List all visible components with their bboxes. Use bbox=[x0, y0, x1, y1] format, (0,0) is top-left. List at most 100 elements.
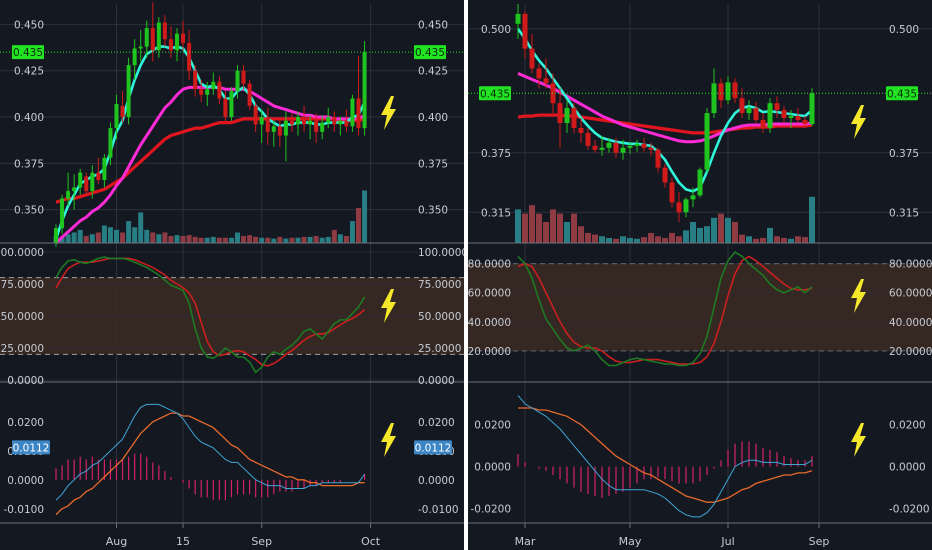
left-last-price-box-left bbox=[12, 45, 44, 60]
left-stoch-tick-label-left: 25.0000 bbox=[1, 343, 44, 355]
right-stoch-tick-label-left: 40.0000 bbox=[468, 317, 511, 329]
right-volume-bar bbox=[550, 209, 556, 243]
left-price-tick-label-left: 0.375 bbox=[14, 158, 44, 170]
right-volume-bar bbox=[536, 213, 542, 243]
left-volume-bar bbox=[114, 229, 119, 243]
left-candle-body bbox=[175, 33, 179, 51]
right-volume-bar bbox=[809, 196, 815, 243]
left-candle-body bbox=[126, 65, 131, 118]
right-candle-body bbox=[536, 68, 542, 79]
right-volume-bar bbox=[683, 230, 689, 243]
left-volume-bar bbox=[168, 236, 174, 243]
left-volume-bar bbox=[204, 237, 210, 243]
right-volume-bar bbox=[578, 226, 584, 243]
left-volume-bar bbox=[265, 237, 271, 243]
left-volume-bar bbox=[59, 237, 65, 243]
left-candle-body bbox=[156, 22, 161, 51]
left-volume-bar bbox=[277, 236, 283, 243]
right-volume-bar bbox=[606, 237, 612, 243]
lightning-icon bbox=[381, 96, 396, 130]
right-candle-body bbox=[683, 199, 689, 213]
left-volume-bar bbox=[241, 236, 247, 243]
right-candle-body bbox=[690, 195, 696, 200]
left-candle-body bbox=[90, 172, 95, 192]
right-macd-signal-line bbox=[518, 407, 813, 503]
left-volume-bar bbox=[222, 237, 228, 243]
left-volume-bar bbox=[120, 232, 126, 243]
right-candle-body bbox=[655, 149, 661, 168]
left-stoch-tick-label-left: 50.0000 bbox=[1, 311, 44, 323]
right-candle-body bbox=[802, 120, 808, 124]
left-volume-bar bbox=[132, 227, 138, 243]
lightning-icon bbox=[381, 423, 396, 457]
right-volume-bar bbox=[753, 238, 759, 243]
left-last-price-label-left: 0.435 bbox=[13, 47, 43, 59]
left-volume-bar bbox=[247, 235, 253, 243]
left-candle-body bbox=[223, 98, 228, 118]
left-macd-value-label-right: 0.0112 bbox=[415, 442, 452, 454]
left-candle-body bbox=[247, 83, 252, 106]
left-candle-body bbox=[205, 89, 210, 95]
left-candle-body bbox=[150, 28, 155, 51]
left-candle-body bbox=[302, 117, 307, 125]
left-volume-bar bbox=[362, 190, 368, 243]
right-volume-bar bbox=[781, 237, 787, 243]
left-time-tick-label: Sep bbox=[251, 535, 272, 548]
left-candle-body bbox=[54, 228, 58, 243]
left-candle-body bbox=[241, 70, 246, 84]
right-ema-fast-line bbox=[516, 28, 813, 193]
right-volume-bar bbox=[739, 234, 745, 243]
left-candle-body bbox=[320, 122, 325, 132]
left-macd-tick-label-left: -0.0100 bbox=[3, 504, 44, 516]
left-volume-bar bbox=[307, 236, 313, 243]
right-volume-bar bbox=[732, 222, 738, 243]
right-volume-bar bbox=[613, 238, 619, 243]
right-price-tick-label-left: 0.375 bbox=[481, 148, 511, 160]
left-last-price-box-right bbox=[414, 45, 446, 60]
right-candle-body bbox=[774, 103, 780, 111]
left-macd-value-label-left: 0.0112 bbox=[13, 442, 50, 454]
left-volume-bar bbox=[253, 236, 259, 243]
left-volume-bar bbox=[144, 229, 150, 243]
left-stoch-tick-label-left: 100.0000 bbox=[0, 247, 44, 259]
left-candle-body bbox=[356, 98, 361, 129]
right-volume-bar bbox=[704, 226, 710, 243]
left-volume-bar bbox=[319, 237, 325, 243]
left-volume-bar bbox=[259, 237, 265, 243]
right-volume-bar bbox=[774, 236, 780, 243]
left-volume-bar bbox=[235, 232, 240, 243]
right-volume-bar bbox=[599, 236, 605, 243]
left-macd-value-box-left bbox=[12, 440, 50, 455]
right-candle-body bbox=[543, 78, 549, 84]
left-volume-bar bbox=[71, 232, 77, 243]
left-macd-tick-label-right: 0.0000 bbox=[418, 475, 455, 487]
left-volume-bar bbox=[162, 232, 168, 243]
right-volume-bar bbox=[641, 237, 647, 243]
left-candle-body bbox=[308, 120, 313, 125]
right-stoch-d-line bbox=[517, 255, 813, 365]
left-volume-bar bbox=[271, 238, 277, 243]
left-macd-tick-label-right: 0.0200 bbox=[418, 417, 455, 429]
left-candle-body bbox=[60, 198, 65, 229]
left-macd-tick-label-left: 0.0200 bbox=[7, 417, 44, 429]
left-candle-body bbox=[217, 81, 222, 99]
right-volume-bar bbox=[767, 227, 773, 243]
left-stoch-tick-label-right: 50.0000 bbox=[418, 311, 461, 323]
left-price-tick-label-left: 0.425 bbox=[14, 66, 44, 78]
right-volume-bar bbox=[655, 236, 661, 243]
left-volume-bar bbox=[83, 236, 89, 243]
left-candle-body bbox=[271, 126, 276, 132]
right-last-price-label-left: 0.435 bbox=[480, 88, 510, 100]
right-volume-bar bbox=[662, 237, 668, 243]
lightning-icon bbox=[851, 279, 866, 313]
right-macd-tick-label-right: 0.0200 bbox=[889, 420, 926, 432]
left-price-tick-label-left: 0.350 bbox=[14, 205, 44, 217]
left-candle-body bbox=[289, 120, 294, 125]
right-candle-body bbox=[718, 83, 724, 101]
right-candle-body bbox=[613, 142, 619, 153]
left-macd-tick-label-right: -0.0100 bbox=[418, 504, 459, 516]
left-volume-bar bbox=[95, 232, 101, 243]
right-candle-body bbox=[697, 169, 703, 196]
right-candle-body bbox=[739, 98, 745, 114]
left-volume-bar bbox=[65, 234, 71, 243]
